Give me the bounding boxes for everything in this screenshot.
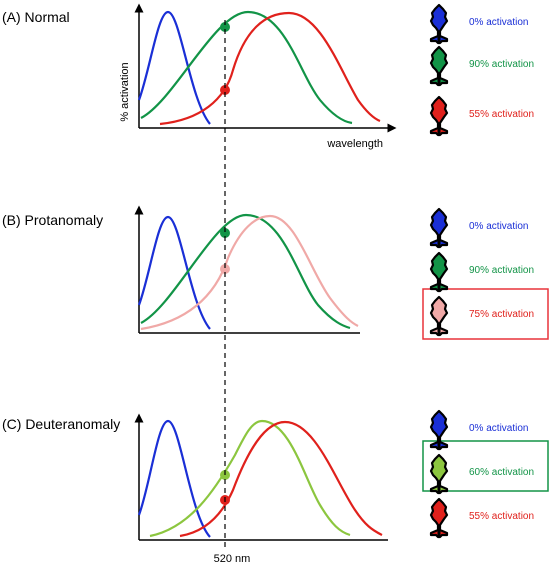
panel-normal: (A) Normal % activation wavelength [2, 3, 397, 150]
activation-label: 0% activation [469, 221, 528, 232]
activation-label: 0% activation [469, 423, 528, 434]
cone-cell-icon [429, 95, 449, 137]
activation-label: 60% activation [469, 467, 534, 478]
activation-label: 75% activation [469, 309, 534, 320]
panel-title: (B) Protanomaly [2, 212, 103, 228]
green-cone-curve [140, 213, 351, 330]
panel-title: (A) Normal [2, 9, 70, 25]
protanomaly-highlight-box [422, 288, 549, 340]
cone-cell-icon [429, 207, 449, 249]
deuteranomaly-highlight-box [422, 440, 549, 492]
wavelength-520-label: 520 nm [214, 553, 251, 565]
cone-cell-icon [429, 497, 449, 539]
activation-label: 90% activation [469, 265, 534, 276]
blue-cone-curve [137, 10, 211, 125]
activation-label: 0% activation [469, 17, 528, 28]
cone-legend: 0% activation 90% activation 55% activatio… [429, 3, 534, 539]
cone-cell-icon [429, 45, 449, 87]
cone-cell-icon [429, 251, 449, 293]
panel-title: (C) Deuteranomaly [2, 416, 120, 432]
cone-cell-icon [429, 3, 449, 45]
pink-cone-curve [140, 214, 359, 331]
panel-protanomaly: (B) Protanomaly [2, 205, 360, 334]
x-axis-label: wavelength [326, 138, 383, 150]
blue-cone-curve [137, 215, 211, 330]
y-axis-label: % activation [119, 62, 131, 121]
green-cone-curve [140, 10, 353, 125]
blue-cone-curve [137, 419, 211, 538]
panel-deuteranomaly: (C) Deuteranomaly [2, 413, 388, 541]
red-cone-curve [159, 11, 381, 126]
light-green-cone-curve [149, 419, 351, 538]
activation-label: 55% activation [469, 109, 534, 120]
red-cone-curve [179, 420, 383, 538]
cone-cell-icon [429, 453, 449, 495]
red-intersection-dot [220, 85, 230, 95]
green-intersection-dot [220, 228, 230, 238]
activation-label: 90% activation [469, 59, 534, 70]
green-intersection-dot [220, 22, 230, 32]
pink-intersection-dot [220, 264, 230, 274]
cone-cell-icon [429, 295, 449, 337]
cone-cell-icon [429, 409, 449, 451]
activation-label: 55% activation [469, 511, 534, 522]
